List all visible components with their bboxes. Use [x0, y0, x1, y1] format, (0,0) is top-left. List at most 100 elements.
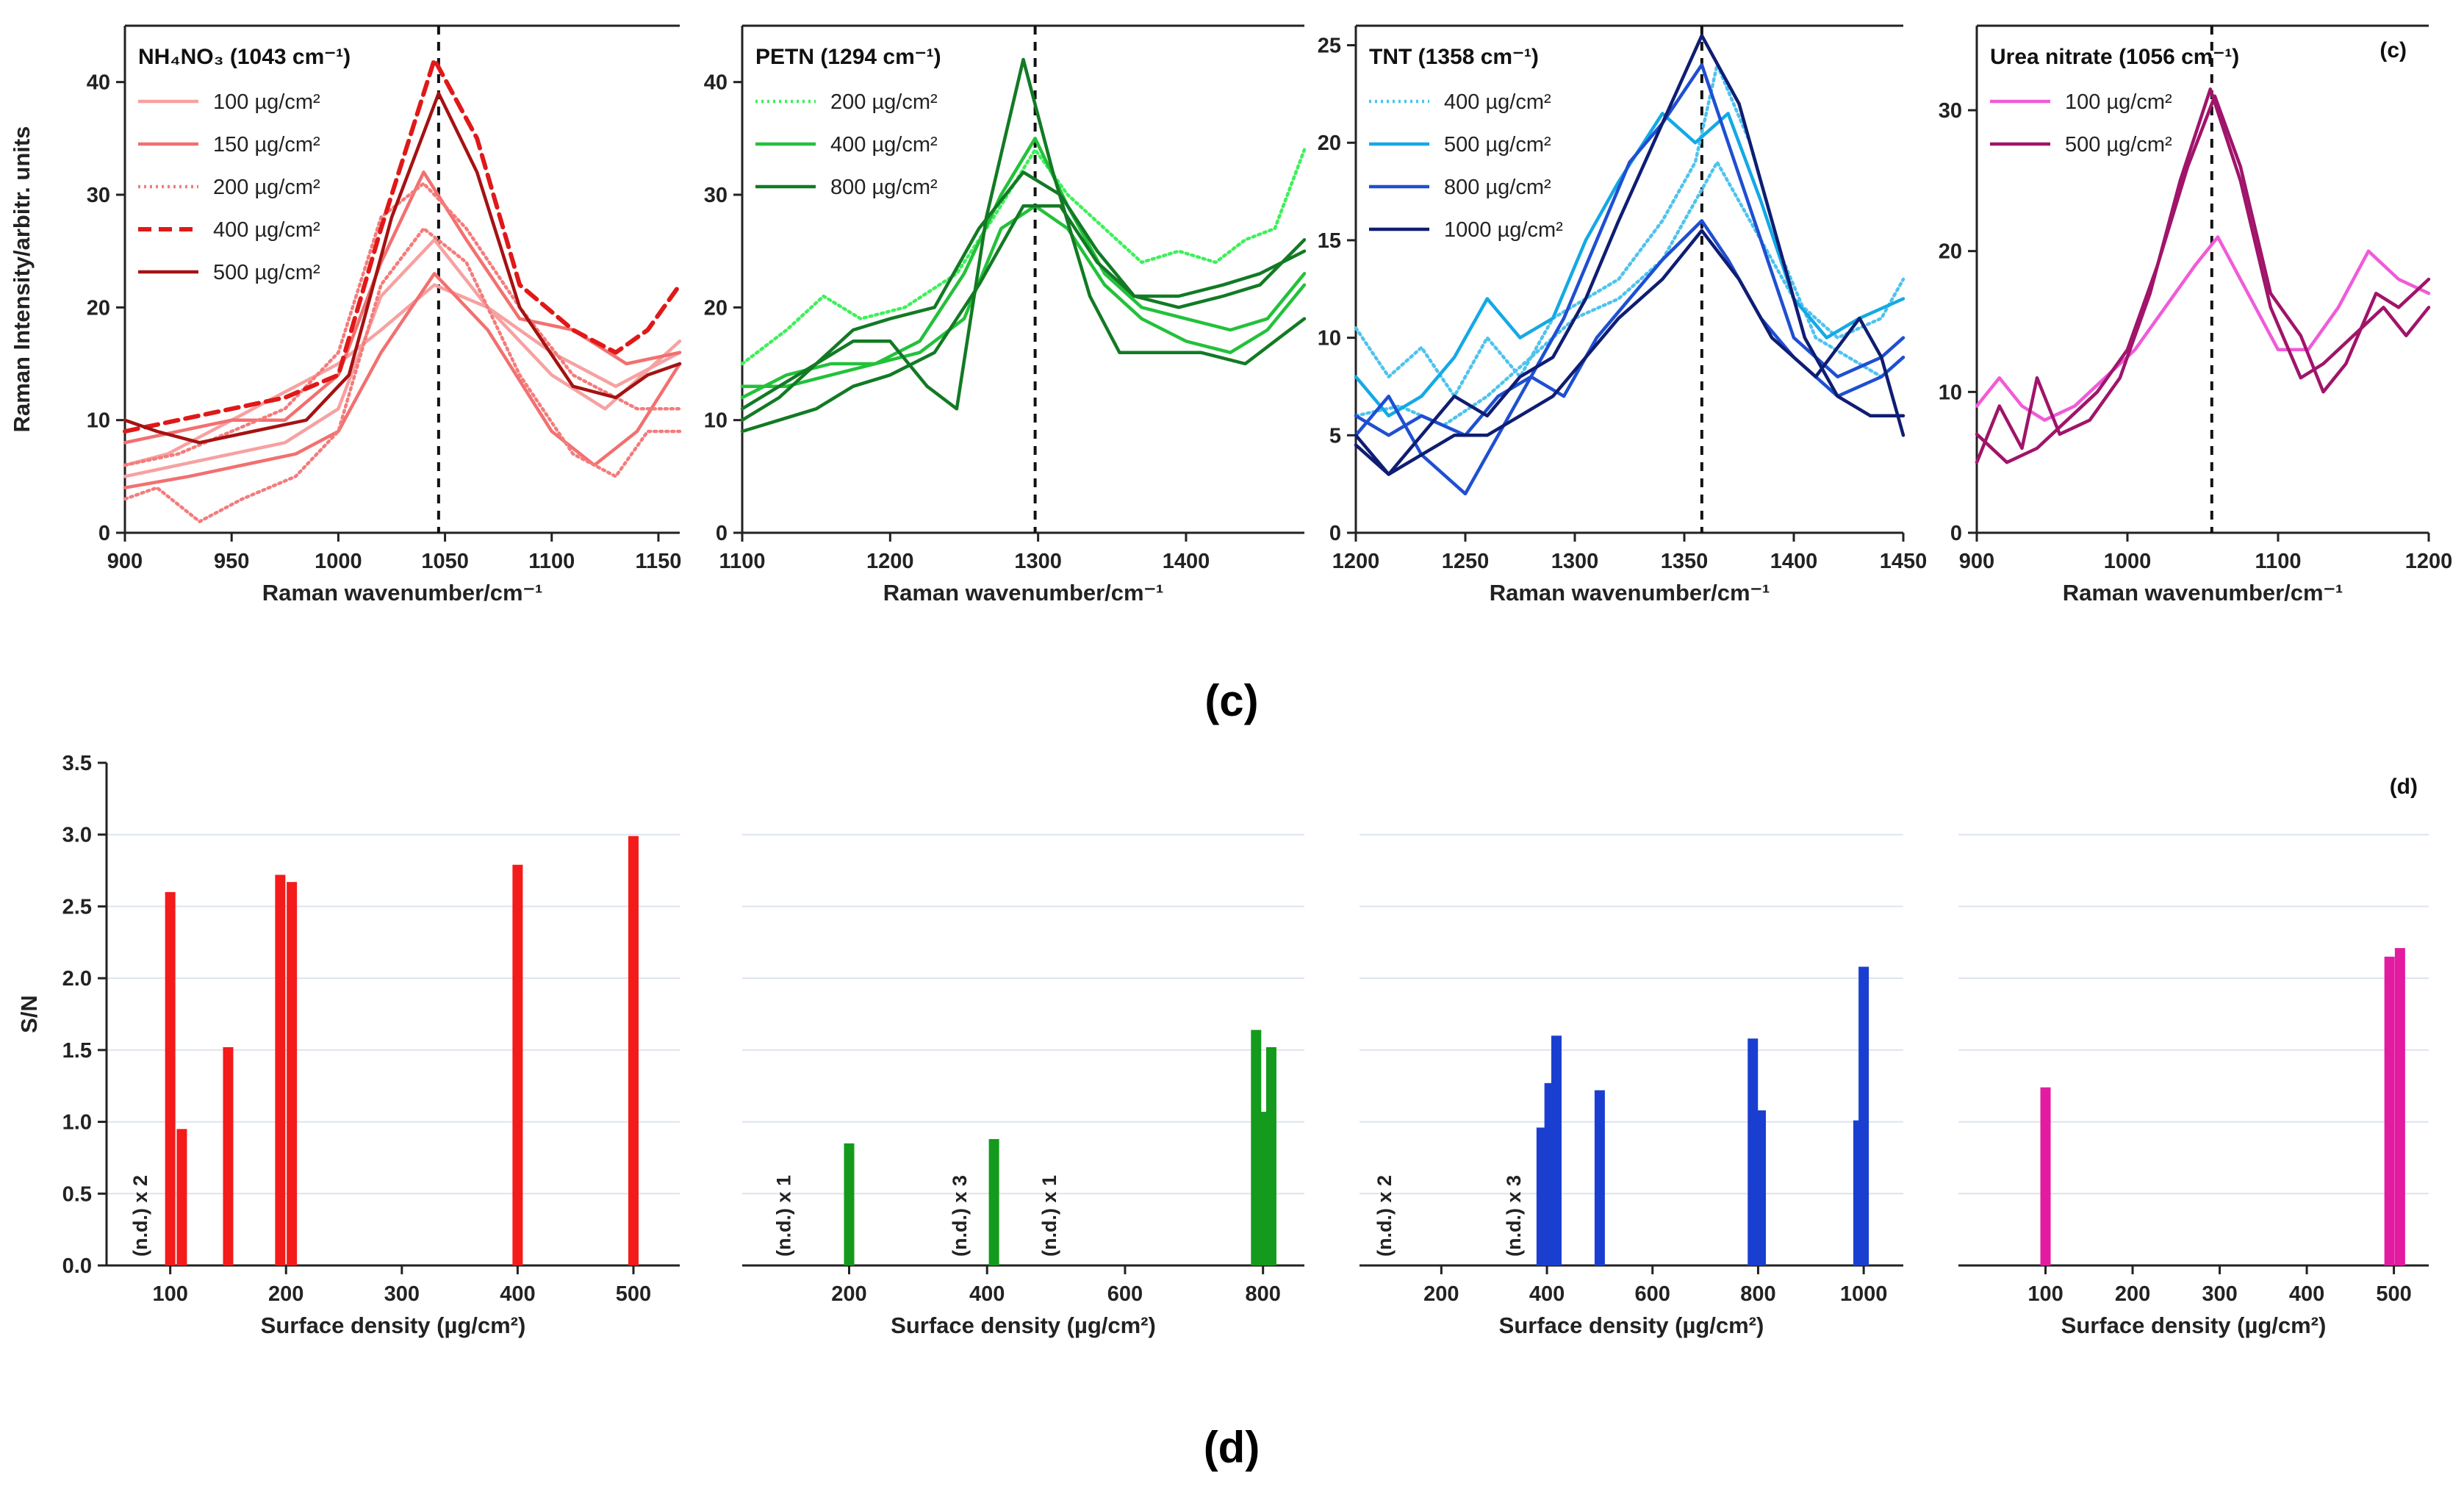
y-tick-label: 15: [1318, 229, 1341, 253]
x-tick-label: 200: [268, 1282, 303, 1306]
series-line: [123, 182, 682, 467]
x-axis-title: Raman wavenumber/cm⁻¹: [1490, 580, 1770, 606]
x-axis-title: Surface density (µg/cm²): [2061, 1312, 2327, 1338]
x-axis-title: Raman wavenumber/cm⁻¹: [2063, 580, 2343, 606]
x-tick-label: 300: [2202, 1282, 2237, 1306]
x-tick-label: 1200: [1332, 550, 1380, 573]
legend-label: 200 µg/cm²: [213, 176, 320, 199]
x-tick-label: 1000: [2104, 550, 2152, 573]
series-line: [740, 148, 1307, 366]
legend-label: 1000 µg/cm²: [1444, 218, 1563, 242]
y-tick-label: 5: [1329, 424, 1341, 448]
x-tick-label: 600: [1635, 1282, 1670, 1306]
x-tick-label: 900: [1959, 550, 1994, 573]
series-line: [1354, 112, 1906, 418]
y-tick-label: 20: [1318, 132, 1341, 155]
x-tick-label: 600: [1107, 1282, 1143, 1306]
legend-label: 150 µg/cm²: [213, 133, 320, 157]
legend-label: 500 µg/cm²: [213, 261, 320, 284]
y-tick-label: 10: [87, 409, 110, 433]
y-axis-title: S/N: [16, 995, 42, 1033]
x-tick-label: 1300: [1014, 550, 1062, 573]
x-tick-label: 1250: [1442, 550, 1490, 573]
not-detected-label: (n.d.) x 1: [773, 1175, 795, 1257]
x-tick-label: 1100: [719, 550, 766, 573]
sn-bar: [1594, 1090, 1605, 1265]
sn-bar: [988, 1139, 999, 1265]
y-tick-label: 20: [1939, 240, 1962, 264]
sn-bar: [512, 864, 523, 1265]
y-tick-label: 20: [87, 296, 110, 320]
y-tick-label: 10: [704, 409, 728, 433]
panel-title: TNT (1358 cm⁻¹): [1369, 45, 1539, 69]
series-line: [1354, 219, 1906, 437]
sn-bar: [2384, 956, 2395, 1265]
y-tick-label: 0: [98, 522, 110, 545]
sn-bar: [1536, 1127, 1547, 1265]
sn-bar: [1756, 1110, 1767, 1265]
legend-label: 800 µg/cm²: [830, 176, 938, 199]
y-tick-label: 10: [1939, 381, 1962, 404]
series-line: [123, 272, 682, 489]
x-tick-label: 200: [1423, 1282, 1459, 1306]
y-tick-label: 0: [716, 522, 728, 545]
series-line: [740, 170, 1307, 411]
y-tick-label: 2.0: [62, 967, 92, 991]
y-tick-label: 25: [1318, 35, 1341, 58]
x-tick-label: 500: [616, 1282, 651, 1306]
sn-bar: [287, 882, 298, 1265]
not-detected-label: (n.d.) x 1: [1038, 1175, 1060, 1257]
series-line: [740, 204, 1307, 400]
x-axis-title: Raman wavenumber/cm⁻¹: [262, 580, 543, 606]
legend-label: 400 µg/cm²: [213, 218, 320, 242]
y-tick-label: 0: [1329, 522, 1341, 545]
x-tick-label: 800: [1740, 1282, 1775, 1306]
sn-bar: [1257, 1111, 1268, 1265]
sn-bar: [1551, 1035, 1562, 1265]
panel-tag-d: (d): [2390, 775, 2418, 799]
x-tick-label: 1100: [2255, 550, 2302, 573]
x-tick-label: 100: [152, 1282, 187, 1306]
series-line: [1354, 160, 1906, 428]
raman-panel-3: 1200 1250 1300 1350 1400 1450 0 5 10 15 20 25 Raman …: [1318, 24, 1927, 606]
not-detected-label: (n.d.) x 2: [129, 1175, 151, 1257]
panel-tag-c: (c): [2379, 38, 2407, 62]
series-line: [740, 204, 1307, 434]
legend-label: 500 µg/cm²: [1444, 133, 1551, 157]
not-detected-label: (n.d.) x 2: [1373, 1175, 1396, 1257]
x-tick-label: 1000: [315, 550, 362, 573]
sn-bar: [176, 1129, 187, 1265]
x-axis-title: Surface density (µg/cm²): [261, 1312, 526, 1338]
x-tick-label: 1200: [866, 550, 914, 573]
y-tick-label: 10: [1318, 327, 1341, 351]
not-detected-label: (n.d.) x 3: [1503, 1175, 1525, 1257]
panel-title: NH₄NO₃ (1043 cm⁻¹): [138, 45, 351, 69]
y-tick-label: 2.5: [62, 895, 92, 919]
series-line: [123, 57, 682, 434]
x-tick-label: 200: [831, 1282, 866, 1306]
y-tick-label: 3.5: [62, 752, 92, 775]
sn-panel-1: 100 200 300 400 500 0.0 0.5 1.0 1.5 2.0 2.5 3.0 3.5 S…: [16, 752, 680, 1338]
caption-c: (c): [1204, 676, 1258, 725]
x-tick-label: 1050: [421, 550, 469, 573]
series-line: [123, 283, 682, 467]
raman-panel-1: 900 950 1000 1050 1100 1150 0 10 20 30 40 Raman wav…: [9, 24, 682, 606]
x-tick-label: 400: [2289, 1282, 2324, 1306]
series-line: [1975, 94, 2431, 464]
y-tick-label: 0.0: [62, 1254, 92, 1278]
y-tick-label: 40: [87, 71, 110, 95]
y-tick-label: 30: [1939, 99, 1962, 123]
x-tick-label: 800: [1245, 1282, 1280, 1306]
y-tick-label: 1.5: [62, 1039, 92, 1063]
sn-bar: [1265, 1046, 1276, 1265]
x-tick-label: 300: [384, 1282, 420, 1306]
sn-bar: [275, 875, 286, 1265]
series-line: [1354, 62, 1906, 496]
panel-title: PETN (1294 cm⁻¹): [755, 45, 941, 69]
sn-bar: [223, 1046, 234, 1265]
series-line: [1975, 235, 2431, 422]
sn-bar: [628, 836, 639, 1265]
x-tick-label: 950: [214, 550, 249, 573]
